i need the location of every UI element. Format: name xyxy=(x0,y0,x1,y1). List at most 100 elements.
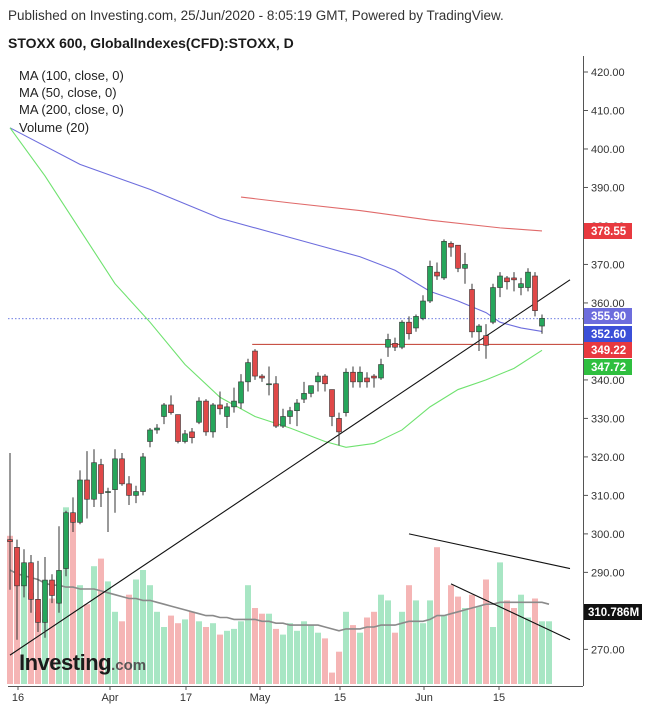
candle-body xyxy=(210,404,216,433)
volume-bar xyxy=(175,623,181,684)
candle-body xyxy=(371,375,377,379)
volume-bar xyxy=(273,628,279,684)
volume-bar xyxy=(112,611,118,684)
volume-bar xyxy=(308,625,314,684)
volume-bar xyxy=(154,611,160,684)
candle-body xyxy=(63,512,69,569)
candle-body xyxy=(126,483,132,496)
legend-volume[interactable]: Volume (20) xyxy=(19,120,90,135)
candle-body xyxy=(441,241,447,279)
volume-bar xyxy=(315,632,321,684)
volume-bar xyxy=(294,630,300,684)
candle-body xyxy=(105,491,111,493)
volume-bar xyxy=(182,619,188,684)
candle-body xyxy=(539,318,545,327)
y-tick-label: 300.00 xyxy=(591,529,625,541)
y-tick-label: 330.00 xyxy=(591,413,625,425)
volume-bar xyxy=(224,630,230,684)
volume-bar xyxy=(266,613,272,684)
volume-bar xyxy=(210,623,216,684)
volume-bar xyxy=(84,604,90,684)
ma200-line xyxy=(240,196,543,232)
volume-bar xyxy=(126,594,132,684)
candle-body xyxy=(42,579,48,623)
candle-body xyxy=(98,464,104,494)
legend-ma100[interactable]: MA (100, close, 0) xyxy=(19,68,124,83)
candle-body xyxy=(203,400,209,433)
candle-body xyxy=(399,321,405,348)
volume-bar xyxy=(350,625,356,684)
x-tick-label: 15 xyxy=(493,692,505,704)
price-tag xyxy=(584,342,632,358)
axes: 270.00280.00290.00300.00310.00320.00330.… xyxy=(8,56,625,704)
candlesticks xyxy=(7,239,545,640)
logo-text: Investing xyxy=(19,650,112,675)
volume-bar xyxy=(392,632,398,684)
volume-bar xyxy=(259,613,265,684)
volume-bar xyxy=(105,581,111,684)
candle-body xyxy=(476,325,482,333)
candle-body xyxy=(112,458,118,490)
candle-body xyxy=(406,321,412,335)
x-tick-label: 17 xyxy=(180,692,192,704)
legend-ma50[interactable]: MA (50, close, 0) xyxy=(19,85,117,100)
candle-body xyxy=(413,316,419,329)
volume-bar xyxy=(133,579,139,684)
volume-bar xyxy=(245,585,251,684)
volume-bar xyxy=(399,611,405,684)
volume-bar xyxy=(70,522,76,684)
volume-bar xyxy=(196,621,202,684)
candle-body xyxy=(350,371,356,383)
volume-bar xyxy=(231,628,237,684)
volume-bar xyxy=(497,562,503,684)
price-tag xyxy=(584,326,632,342)
volume-bar xyxy=(336,651,342,684)
candle-body xyxy=(28,562,34,600)
price-tag-label: 347.72 xyxy=(591,362,626,374)
volume-bar xyxy=(168,615,174,684)
investing-logo: Investing.com xyxy=(19,650,146,676)
volume-bar xyxy=(448,585,454,684)
volume-bar xyxy=(364,617,370,684)
candle-body xyxy=(161,404,167,417)
y-tick-label: 400.00 xyxy=(591,144,625,156)
price-tags: 378.55 355.90 352.60 349.22 347.72 310.786M xyxy=(584,223,642,620)
candle-body xyxy=(469,289,475,333)
candle-body xyxy=(329,389,335,417)
y-tick-label: 420.00 xyxy=(591,67,625,79)
candle-body xyxy=(231,400,237,408)
price-tag-label: 352.60 xyxy=(591,329,626,341)
candle-body xyxy=(168,404,174,413)
y-tick-label: 370.00 xyxy=(591,259,625,271)
candle-body xyxy=(420,300,426,319)
candle-body xyxy=(259,375,265,379)
candle-body xyxy=(175,414,181,442)
uptrend-line xyxy=(9,279,571,656)
candle-body xyxy=(392,343,398,348)
candle-body xyxy=(455,244,461,269)
candle-body xyxy=(7,539,13,542)
candle-body xyxy=(14,547,20,587)
volume-bar xyxy=(280,634,286,684)
legend-ma200[interactable]: MA (200, close, 0) xyxy=(19,102,124,117)
volume-ma-line xyxy=(9,569,550,632)
price-tag-label: 355.90 xyxy=(591,311,626,323)
volume-bar xyxy=(469,594,475,684)
volume-bar xyxy=(406,585,412,684)
candle-body xyxy=(462,264,468,269)
candle-body xyxy=(70,512,76,523)
volume-bar xyxy=(35,611,41,684)
candle-body xyxy=(35,599,41,623)
candle-body xyxy=(84,479,90,500)
volume-bar xyxy=(42,619,48,684)
candle-body xyxy=(343,371,349,413)
volume-bar xyxy=(28,592,34,684)
volume-bar xyxy=(147,585,153,684)
x-tick-label: 15 xyxy=(334,692,346,704)
candle-body xyxy=(77,479,83,523)
volume-bar xyxy=(385,600,391,684)
ma100-line xyxy=(9,127,543,332)
y-tick-label: 310.00 xyxy=(591,490,625,502)
candle-body xyxy=(315,375,321,383)
